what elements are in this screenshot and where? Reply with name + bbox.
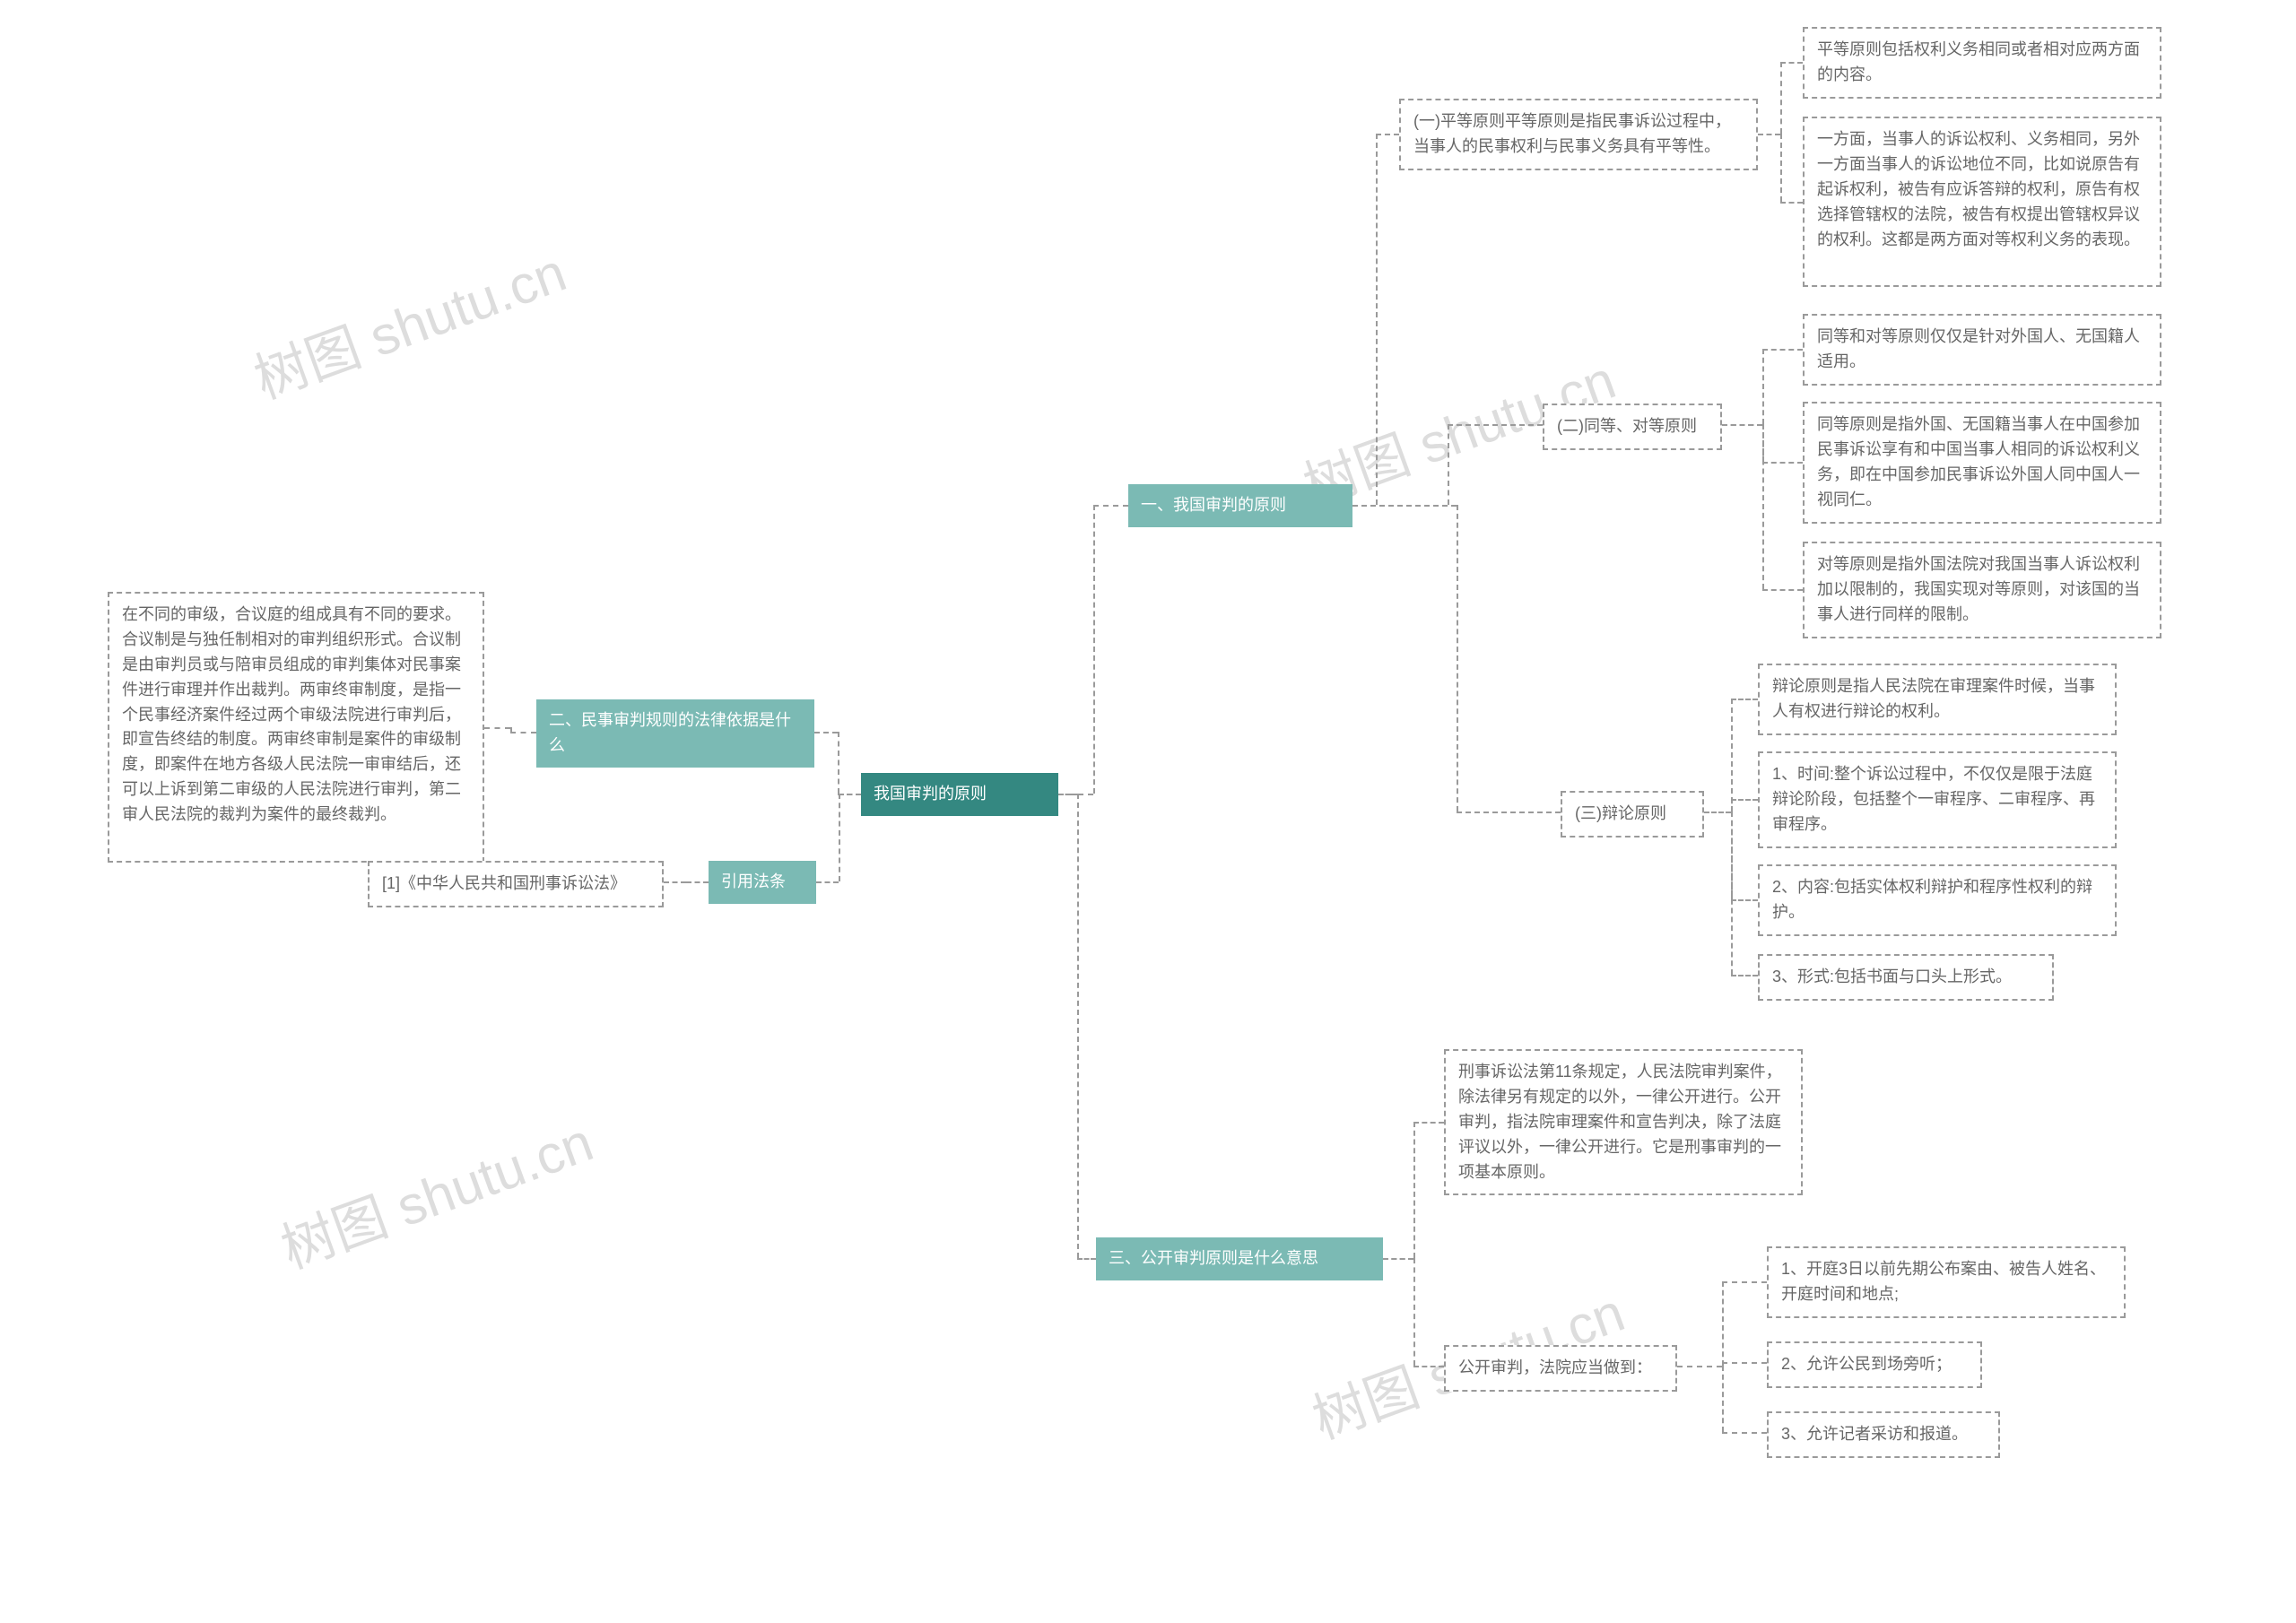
connector [816, 881, 839, 883]
node-n3a: 刑事诉讼法第11条规定，人民法院审判案件，除法律另有规定的以外，一律公开进行。公… [1444, 1049, 1803, 1195]
connector [839, 794, 861, 795]
node-n1b3: 对等原则是指外国法院对我国当事人诉讼权利加以限制的，我国实现对等原则，对该国的当… [1803, 542, 2161, 638]
connector [1413, 1366, 1444, 1367]
connector [1731, 899, 1758, 901]
node-n1c0: 辩论原则是指人民法院在审理案件时候，当事人有权进行辩论的权利。 [1758, 664, 2117, 735]
connector [1722, 1281, 1767, 1283]
connector [1376, 134, 1378, 505]
connector [1722, 1281, 1724, 1366]
connector [1077, 794, 1079, 1258]
connector [1731, 699, 1733, 812]
node-n1c3: 3、形式:包括书面与口头上形式。 [1758, 954, 2054, 1001]
connector [1758, 134, 1780, 135]
node-n1a: (一)平等原则平等原则是指民事诉讼过程中，当事人的民事权利与民事义务具有平等性。 [1399, 99, 1758, 170]
connector [1413, 1122, 1444, 1124]
connector [1077, 1258, 1096, 1260]
node-b3: 三、公开审判原则是什么意思 [1096, 1237, 1383, 1280]
connector [1722, 1432, 1767, 1434]
connector [1762, 462, 1803, 464]
connector [1448, 424, 1543, 426]
node-n2a: 在不同的审级，合议庭的组成具有不同的要求。合议制是与独任制相对的审判组织形式。合… [108, 592, 484, 863]
connector [686, 881, 709, 883]
connector [1058, 794, 1077, 795]
connector [1093, 505, 1095, 794]
connector [510, 732, 536, 733]
node-n3b2: 2、允许公民到场旁听； [1767, 1341, 1982, 1388]
connector [1731, 699, 1758, 700]
watermark: 树图 shutu.cn [269, 1099, 602, 1284]
connector [1376, 134, 1399, 135]
watermark: 树图 shutu.cn [242, 230, 575, 414]
connector [1731, 799, 1758, 801]
connector [1413, 1122, 1415, 1258]
connector [1780, 62, 1803, 64]
connector [1731, 975, 1758, 976]
connector [664, 881, 686, 883]
node-n1c2: 2、内容:包括实体权利辩护和程序性权利的辩护。 [1758, 864, 2117, 936]
node-n1b: (二)同等、对等原则 [1543, 404, 1722, 450]
connector [1722, 1362, 1767, 1364]
connector [1413, 1258, 1415, 1366]
connector [1093, 505, 1128, 507]
node-n1a1: 平等原则包括权利义务相同或者相对应两方面的内容。 [1803, 27, 2161, 99]
connector [1704, 812, 1731, 813]
connector [1457, 505, 1458, 812]
node-n3b: 公开审判，法院应当做到： [1444, 1345, 1677, 1392]
connector [1722, 1366, 1724, 1432]
node-bref: 引用法条 [709, 861, 816, 904]
node-n1c1: 1、时间:整个诉讼过程中，不仅仅是限于法庭辩论阶段，包括整个一审程序、二审程序、… [1758, 751, 2117, 848]
node-root: 我国审判的原则 [861, 773, 1058, 816]
connector [484, 727, 510, 729]
connector [1762, 349, 1764, 424]
node-n1b1: 同等和对等原则仅仅是针对外国人、无国籍人适用。 [1803, 314, 2161, 386]
node-nref: [1]《中华人民共和国刑事诉讼法》 [368, 861, 664, 907]
connector [1722, 424, 1762, 426]
node-n1c: (三)辩论原则 [1561, 791, 1704, 838]
connector [1731, 812, 1733, 975]
connector [1780, 202, 1803, 204]
connector [1762, 424, 1764, 589]
node-n3b3: 3、允许记者采访和报道。 [1767, 1411, 2000, 1458]
connector [1352, 505, 1457, 507]
connector [1731, 799, 1733, 812]
node-n3b1: 1、开庭3日以前先期公布案由、被告人姓名、开庭时间和地点; [1767, 1246, 2126, 1318]
node-b1: 一、我国审判的原则 [1128, 484, 1352, 527]
connector [1780, 62, 1782, 134]
connector [1762, 589, 1803, 591]
connector [1457, 812, 1561, 813]
connector [1762, 349, 1803, 351]
connector [839, 794, 840, 881]
connector [1780, 134, 1782, 202]
connector [838, 732, 839, 794]
connector [1383, 1258, 1413, 1260]
node-n1a2: 一方面，当事人的诉讼权利、义务相同，另外一方面当事人的诉讼地位不同，比如说原告有… [1803, 117, 2161, 287]
connector [814, 732, 838, 733]
connector [510, 727, 512, 732]
connector [1448, 424, 1449, 505]
node-b2: 二、民事审判规则的法律依据是什么 [536, 699, 814, 768]
node-n1b2: 同等原则是指外国、无国籍当事人在中国参加民事诉讼享有和中国当事人相同的诉讼权利义… [1803, 402, 2161, 524]
connector [1677, 1366, 1722, 1367]
